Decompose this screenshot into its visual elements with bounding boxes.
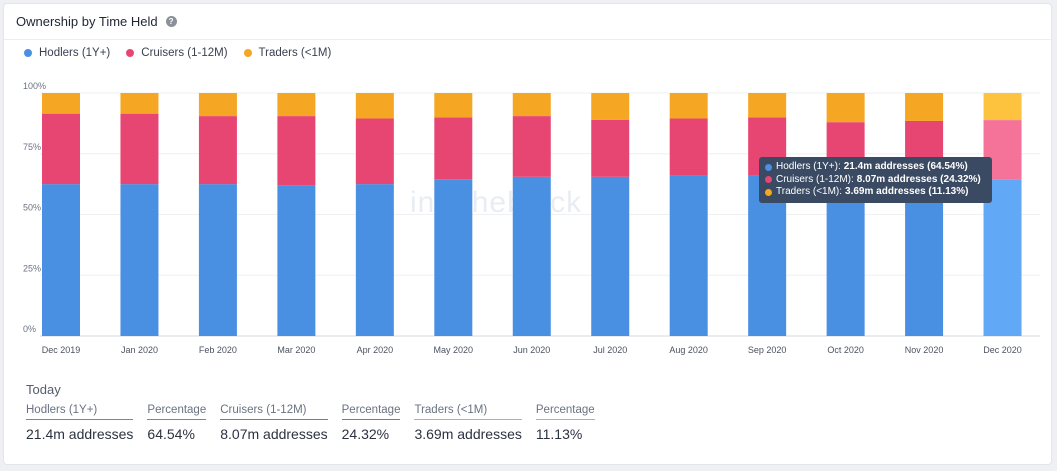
today-label: Today [26, 382, 61, 397]
legend-dot-icon [126, 49, 135, 57]
stat-cruisers-percentage: Percentage 24.32% [341, 404, 401, 442]
x-tick-label: Apr 2020 [357, 345, 394, 355]
bar-segment[interactable] [669, 93, 708, 119]
stat-cruisers-count: Cruisers (1-12M) 8.07m addresses [220, 404, 328, 442]
tooltip-series-value: 21.4m addresses (64.54%) [843, 161, 968, 172]
y-tick-label: 0% [23, 324, 36, 334]
x-tick-label: Jun 2020 [513, 345, 550, 355]
bar-segment[interactable] [42, 184, 80, 336]
x-tick-label: Dec 2019 [42, 345, 81, 355]
bar-segment[interactable] [512, 176, 551, 336]
legend-dot-icon [243, 49, 252, 57]
bar-segment[interactable] [434, 117, 473, 180]
card-header: Ownership by Time Held ? [4, 4, 1051, 40]
bar-segment[interactable] [983, 93, 1022, 121]
stat-value: 3.69m addresses [414, 426, 522, 442]
chart-tooltip: Hodlers (1Y+): 21.4m addresses (64.54%) … [759, 157, 992, 203]
tooltip-dot-icon [765, 176, 772, 184]
bar-segment[interactable] [669, 118, 708, 176]
bar-segment[interactable] [120, 93, 159, 114]
bar-segment[interactable] [42, 113, 80, 185]
bar-segment[interactable] [748, 93, 787, 118]
stat-label: Percentage [147, 404, 207, 420]
tooltip-row-traders: Traders (<1M): 3.69m addresses (11.13%) [765, 186, 986, 199]
today-stats: Hodlers (1Y+) 21.4m addresses Percentage… [26, 404, 609, 442]
x-tick-label: Oct 2020 [827, 345, 864, 355]
stat-value: 64.54% [147, 426, 195, 442]
bar-segment[interactable] [120, 184, 159, 336]
help-icon[interactable]: ? [165, 16, 177, 27]
bar-segment[interactable] [198, 93, 237, 117]
x-tick-label: Sep 2020 [748, 345, 787, 355]
x-tick-label: Jan 2020 [121, 345, 158, 355]
tooltip-series-name: Hodlers (1Y+): [776, 161, 841, 172]
bar-segment[interactable] [277, 116, 316, 186]
legend-item-hodlers[interactable]: Hodlers (1Y+) [24, 47, 110, 59]
bar-segment[interactable] [591, 119, 630, 177]
legend-item-cruisers[interactable]: Cruisers (1-12M) [126, 47, 228, 59]
bar-segment[interactable] [512, 116, 551, 177]
legend-label: Traders (<1M) [258, 47, 332, 59]
legend-item-traders[interactable]: Traders (<1M) [243, 47, 332, 59]
tooltip-series-name: Cruisers (1-12M): [776, 173, 854, 185]
legend-label: Hodlers (1Y+) [39, 47, 111, 59]
tooltip-row-hodlers: Hodlers (1Y+): 21.4m addresses (64.54%) [765, 161, 986, 174]
bar-segment[interactable] [905, 93, 944, 121]
y-tick-label: 100% [23, 81, 46, 91]
stat-label: Percentage [341, 404, 401, 420]
bar-segment[interactable] [198, 116, 237, 185]
card-title: Ownership by Time Held [16, 14, 158, 29]
bar-segment[interactable] [120, 113, 159, 185]
x-tick-label: Dec 2020 [983, 345, 1022, 355]
stat-value: 11.13% [535, 426, 583, 442]
tooltip-dot-icon [765, 188, 772, 196]
tooltip-dot-icon [765, 163, 772, 171]
bar-segment[interactable] [198, 184, 237, 336]
stat-traders-count: Traders (<1M) 3.69m addresses [414, 404, 522, 442]
stat-hodlers-count: Hodlers (1Y+) 21.4m addresses [26, 404, 134, 442]
y-tick-label: 25% [23, 263, 41, 273]
bar-segment[interactable] [591, 93, 630, 120]
stat-value: 8.07m addresses [220, 426, 328, 442]
legend-label: Cruisers (1-12M) [141, 47, 228, 59]
y-tick-label: 75% [23, 142, 41, 152]
stat-label: Cruisers (1-12M) [220, 404, 328, 420]
tooltip-series-value: 3.69m addresses (11.13%) [845, 186, 969, 197]
stat-value: 24.32% [341, 426, 390, 442]
stat-value: 21.4m addresses [26, 426, 134, 442]
bar-segment[interactable] [355, 93, 394, 119]
bar-segment[interactable] [277, 93, 316, 117]
stat-label: Hodlers (1Y+) [26, 404, 134, 420]
bar-segment[interactable] [434, 179, 473, 336]
tooltip-series-name: Traders (<1M): [776, 186, 843, 197]
bar-segment[interactable] [277, 185, 316, 336]
x-tick-label: Feb 2020 [199, 345, 237, 355]
stat-traders-percentage: Percentage 11.13% [535, 404, 595, 442]
y-tick-label: 50% [23, 203, 41, 213]
bar-segment[interactable] [669, 175, 708, 336]
bar-segment[interactable] [355, 184, 394, 336]
chart-legend: Hodlers (1Y+) Cruisers (1-12M) Traders (… [24, 47, 331, 59]
bar-segment[interactable] [983, 179, 1022, 336]
x-tick-label: Nov 2020 [905, 345, 944, 355]
legend-dot-icon [24, 49, 32, 57]
bar-segment[interactable] [826, 93, 865, 123]
stat-label: Traders (<1M) [414, 404, 522, 420]
tooltip-row-cruisers: Cruisers (1-12M): 8.07m addresses (24.32… [765, 174, 986, 187]
bar-segment[interactable] [591, 176, 630, 336]
bar-segment[interactable] [355, 118, 394, 185]
x-tick-label: Aug 2020 [669, 345, 708, 355]
x-tick-label: May 2020 [434, 345, 474, 355]
stat-hodlers-percentage: Percentage 64.54% [147, 404, 207, 442]
bar-segment[interactable] [42, 93, 80, 114]
bar-segment[interactable] [512, 93, 551, 117]
bar-segment[interactable] [434, 93, 473, 118]
tooltip-series-value: 8.07m addresses (24.32%) [856, 173, 981, 185]
stat-label: Percentage [535, 404, 595, 420]
x-tick-label: Mar 2020 [277, 345, 315, 355]
x-tick-label: Jul 2020 [593, 345, 627, 355]
